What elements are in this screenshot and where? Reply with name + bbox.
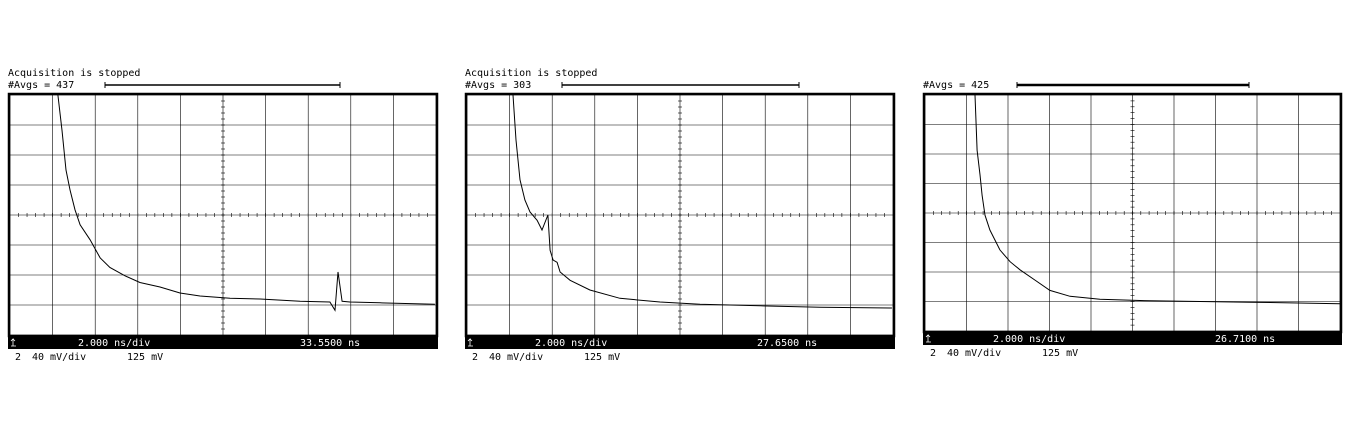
timebase: 2.000 ns/div — [993, 334, 1065, 345]
trace — [57, 94, 435, 312]
status-bar — [465, 336, 895, 349]
delay: 26.7100 ns — [1215, 334, 1275, 345]
channel: 2 — [15, 352, 21, 363]
ground-marker — [10, 338, 16, 347]
delay: 33.5500 ns — [300, 338, 360, 349]
avgs: #Avgs = 437 — [8, 80, 74, 91]
status: Acquisition is stopped — [465, 68, 597, 79]
volts-div: 40 mV/div — [489, 352, 543, 363]
volts-div: 40 mV/div — [947, 348, 1001, 359]
offset: 125 mV — [1042, 348, 1078, 359]
status: Acquisition is stopped — [8, 68, 140, 79]
avgs: #Avgs = 425 — [923, 80, 989, 91]
ground-marker — [467, 338, 473, 347]
delay: 27.6500 ns — [757, 338, 817, 349]
timebase: 2.000 ns/div — [535, 338, 607, 349]
ground-marker — [925, 334, 931, 343]
offset: 125 mV — [584, 352, 620, 363]
channel: 2 — [472, 352, 478, 363]
status-bar — [923, 332, 1342, 345]
channel: 2 — [930, 348, 936, 359]
trace — [512, 94, 892, 309]
volts-div: 40 mV/div — [32, 352, 86, 363]
avgs: #Avgs = 303 — [465, 80, 531, 91]
offset: 125 mV — [127, 352, 163, 363]
trace — [974, 94, 1341, 305]
timebase: 2.000 ns/div — [78, 338, 150, 349]
status-bar — [8, 336, 438, 349]
